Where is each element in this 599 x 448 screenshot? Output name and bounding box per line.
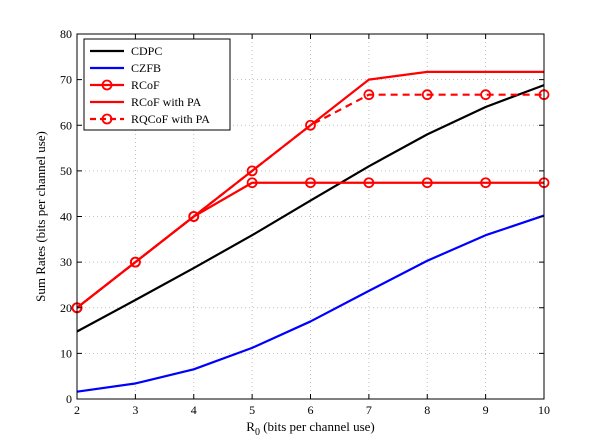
- y-tick-label: 30: [60, 255, 72, 269]
- series-line: [76, 84, 545, 333]
- x-axis-label-main: R: [246, 419, 255, 434]
- data-point: [363, 177, 375, 189]
- x-tick-label: 7: [366, 403, 372, 417]
- tick-labels: 2 3 4 5 6 7 8 9 10 0 10 20 30 40 50 60 70 80: [60, 27, 550, 417]
- legend-label: CZFB: [131, 61, 161, 75]
- y-tick-label: 10: [60, 346, 72, 360]
- data-point: [480, 89, 492, 101]
- series-line: [76, 93, 544, 309]
- x-tick-label: 9: [483, 403, 489, 417]
- data-point: [421, 177, 433, 189]
- legend-label: RCoF with PA: [131, 95, 202, 109]
- legend-marker: [101, 113, 113, 125]
- data-point: [129, 256, 141, 268]
- legend-item: RQCoF with PA: [90, 112, 210, 126]
- legend: CDPC CZFB RCoF RCoF with PA RQCoF with PA: [83, 38, 231, 131]
- x-tick-label: 5: [249, 403, 255, 417]
- legend-marker: [101, 79, 113, 91]
- x-tick-label: 8: [424, 403, 430, 417]
- data-point: [363, 89, 375, 101]
- legend-item: RCoF with PA: [90, 95, 202, 109]
- x-axis-label-rest: (bits per channel use): [260, 419, 375, 434]
- axis-ticks: [76, 33, 545, 400]
- y-tick-label: 50: [60, 164, 72, 178]
- series-cdpc: [76, 84, 545, 333]
- y-tick-label: 40: [60, 210, 72, 224]
- x-axis-label: R0 (bits per channel use): [246, 419, 374, 438]
- x-tick-label: 6: [308, 403, 314, 417]
- data-point: [246, 165, 258, 177]
- y-tick-label: 80: [60, 27, 72, 41]
- x-tick-label: 3: [132, 403, 138, 417]
- data-point: [305, 119, 316, 131]
- x-tick-label: 2: [74, 403, 80, 417]
- legend-label: RQCoF with PA: [131, 112, 210, 126]
- y-tick-label: 20: [60, 301, 72, 315]
- data-point: [188, 211, 200, 222]
- legend-label: CDPC: [131, 44, 162, 58]
- y-axis-label: Sum Rates (bits per channel use): [33, 131, 48, 302]
- series-czfb: [76, 214, 545, 393]
- legend-item: RCoF: [90, 78, 160, 92]
- y-tick-label: 70: [60, 73, 72, 87]
- legend-item: CZFB: [90, 61, 161, 75]
- x-tick-label: 10: [538, 403, 550, 417]
- data-point: [480, 177, 492, 189]
- y-tick-label: 0: [66, 392, 72, 406]
- legend-item: CDPC: [90, 44, 162, 58]
- data-point: [246, 177, 258, 189]
- data-point: [305, 177, 316, 189]
- legend-label: RCoF: [131, 78, 160, 92]
- x-tick-label: 4: [191, 403, 197, 417]
- series-line: [76, 214, 545, 393]
- y-tick-label: 60: [60, 118, 72, 132]
- series-layer: [71, 70, 550, 393]
- data-point: [421, 89, 433, 101]
- x-axis-label-subscript: 0: [255, 427, 260, 438]
